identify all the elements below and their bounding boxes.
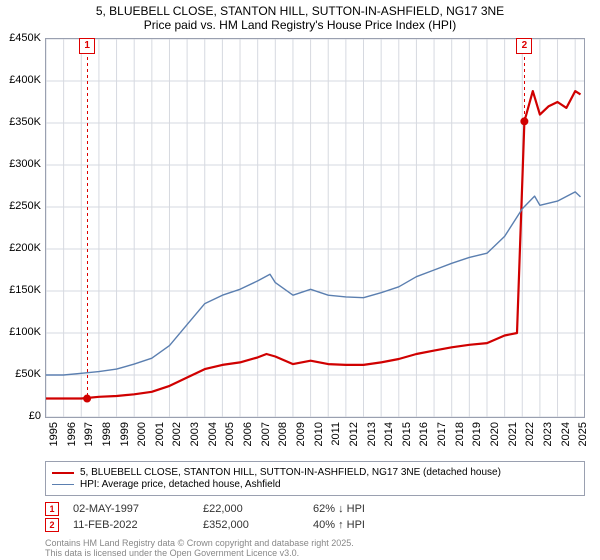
title-line-2: Price paid vs. HM Land Registry's House … bbox=[0, 18, 600, 32]
legend: 5, BLUEBELL CLOSE, STANTON HILL, SUTTON-… bbox=[45, 461, 585, 496]
x-tick-label: 2001 bbox=[154, 422, 166, 446]
x-tick-label: 2023 bbox=[542, 422, 554, 446]
y-tick-label: £350K bbox=[9, 116, 41, 128]
x-tick-label: 1998 bbox=[101, 422, 113, 446]
legend-swatch-property bbox=[52, 472, 74, 474]
x-tick-label: 2006 bbox=[242, 422, 254, 446]
x-tick-label: 1999 bbox=[119, 422, 131, 446]
y-tick-label: £100K bbox=[9, 326, 41, 338]
title-line-1: 5, BLUEBELL CLOSE, STANTON HILL, SUTTON-… bbox=[0, 4, 600, 18]
x-tick-label: 1997 bbox=[83, 422, 95, 446]
plot-area: 12 bbox=[45, 38, 585, 418]
x-tick-label: 2024 bbox=[560, 422, 572, 446]
chart-container: 5, BLUEBELL CLOSE, STANTON HILL, SUTTON-… bbox=[0, 0, 600, 560]
x-tick-label: 2014 bbox=[383, 422, 395, 446]
x-tick-label: 2002 bbox=[171, 422, 183, 446]
x-tick-label: 2020 bbox=[489, 422, 501, 446]
x-tick-label: 2019 bbox=[471, 422, 483, 446]
y-tick-label: £300K bbox=[9, 158, 41, 170]
x-tick-label: 2013 bbox=[366, 422, 378, 446]
marker-box: 1 bbox=[79, 38, 95, 54]
marker-box: 2 bbox=[516, 38, 532, 54]
x-tick-label: 2022 bbox=[524, 422, 536, 446]
y-axis-labels: £0£50K£100K£150K£200K£250K£300K£350K£400… bbox=[0, 38, 43, 418]
x-tick-label: 2009 bbox=[295, 422, 307, 446]
x-tick-label: 2015 bbox=[401, 422, 413, 446]
footer: Contains HM Land Registry data © Crown c… bbox=[45, 538, 585, 558]
x-tick-label: 2016 bbox=[418, 422, 430, 446]
legend-label-property: 5, BLUEBELL CLOSE, STANTON HILL, SUTTON-… bbox=[80, 467, 501, 478]
sale-price-1: £22,000 bbox=[203, 503, 313, 515]
y-tick-label: £150K bbox=[9, 284, 41, 296]
x-tick-label: 2018 bbox=[454, 422, 466, 446]
x-tick-label: 2025 bbox=[577, 422, 589, 446]
sale-date-2: 11-FEB-2022 bbox=[73, 519, 203, 531]
y-tick-label: £200K bbox=[9, 242, 41, 254]
sale-rows: 1 02-MAY-1997 £22,000 62% ↓ HPI 2 11-FEB… bbox=[45, 500, 585, 534]
x-tick-label: 1995 bbox=[48, 422, 60, 446]
x-tick-label: 2011 bbox=[330, 422, 342, 446]
y-tick-label: £0 bbox=[29, 410, 41, 422]
legend-row-hpi: HPI: Average price, detached house, Ashf… bbox=[52, 479, 578, 490]
sale-marker-1: 1 bbox=[45, 502, 59, 516]
x-tick-label: 2021 bbox=[507, 422, 519, 446]
title-block: 5, BLUEBELL CLOSE, STANTON HILL, SUTTON-… bbox=[0, 0, 600, 33]
sale-date-1: 02-MAY-1997 bbox=[73, 503, 203, 515]
x-tick-label: 2003 bbox=[189, 422, 201, 446]
x-tick-label: 1996 bbox=[66, 422, 78, 446]
x-tick-label: 2007 bbox=[260, 422, 272, 446]
sale-delta-2: 40% ↑ HPI bbox=[313, 519, 365, 531]
x-tick-label: 2010 bbox=[313, 422, 325, 446]
x-tick-label: 2017 bbox=[436, 422, 448, 446]
x-axis-labels: 1995 1996 1997 1998 1999 2000 2001 2002 2003 2004… bbox=[45, 420, 585, 460]
legend-label-hpi: HPI: Average price, detached house, Ashf… bbox=[80, 479, 281, 490]
sale-marker-2: 2 bbox=[45, 518, 59, 532]
sale-row-2: 2 11-FEB-2022 £352,000 40% ↑ HPI bbox=[45, 518, 585, 532]
x-tick-label: 2000 bbox=[136, 422, 148, 446]
legend-row-property: 5, BLUEBELL CLOSE, STANTON HILL, SUTTON-… bbox=[52, 467, 578, 478]
sale-delta-1: 62% ↓ HPI bbox=[313, 503, 365, 515]
x-tick-label: 2012 bbox=[348, 422, 360, 446]
y-tick-label: £50K bbox=[15, 368, 41, 380]
footer-line-2: This data is licensed under the Open Gov… bbox=[45, 548, 585, 558]
footer-line-1: Contains HM Land Registry data © Crown c… bbox=[45, 538, 585, 548]
y-tick-label: £250K bbox=[9, 200, 41, 212]
y-tick-label: £400K bbox=[9, 74, 41, 86]
x-tick-label: 2008 bbox=[277, 422, 289, 446]
plot-svg bbox=[46, 39, 584, 417]
sale-price-2: £352,000 bbox=[203, 519, 313, 531]
sale-row-1: 1 02-MAY-1997 £22,000 62% ↓ HPI bbox=[45, 502, 585, 516]
legend-swatch-hpi bbox=[52, 484, 74, 485]
x-tick-label: 2005 bbox=[224, 422, 236, 446]
x-tick-label: 2004 bbox=[207, 422, 219, 446]
y-tick-label: £450K bbox=[9, 32, 41, 44]
